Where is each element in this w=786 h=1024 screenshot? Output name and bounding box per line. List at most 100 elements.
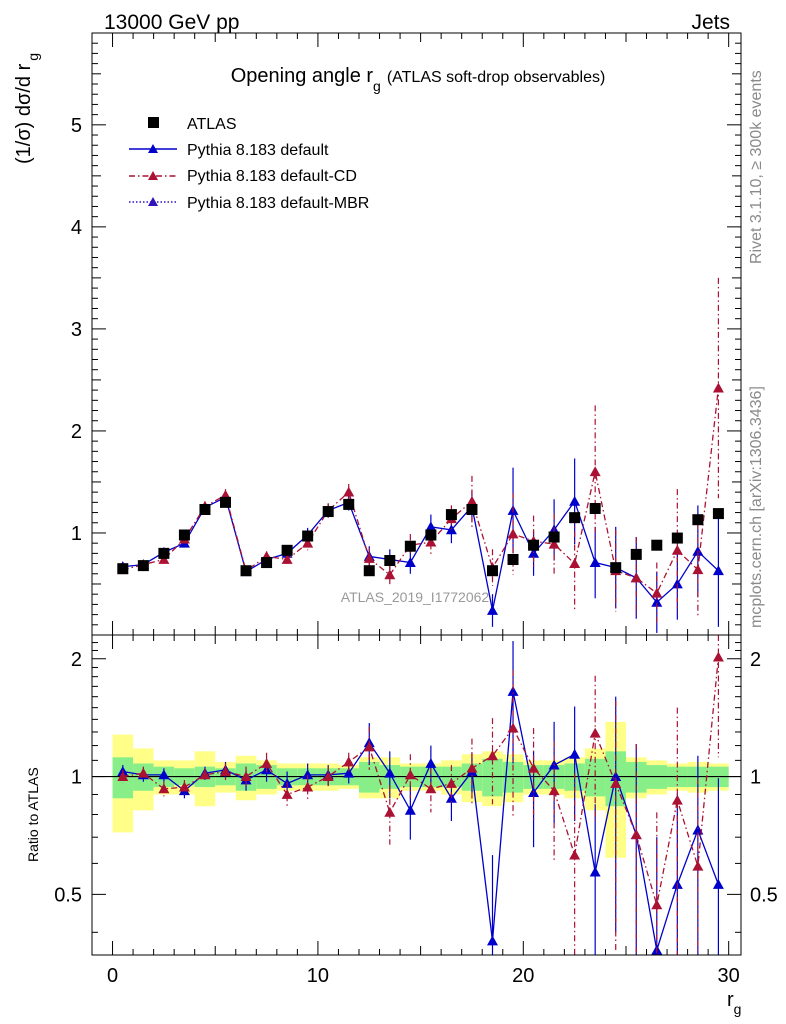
ratio-point-default: [712, 878, 724, 889]
ratio-point-default: [589, 866, 601, 877]
legend-label-default: Pythia 8.183 default: [187, 142, 329, 159]
point-cd: [466, 495, 478, 506]
ratio-point-cd: [712, 651, 724, 662]
point-atlas: [363, 565, 375, 577]
ratio-point-cd: [589, 727, 601, 738]
legend-marker-atlas: [148, 117, 159, 128]
ratio-point-default: [343, 767, 355, 778]
ratio-marks: [117, 635, 724, 955]
point-atlas: [322, 506, 334, 518]
main-marks: [117, 277, 724, 633]
ratio-point-cd: [548, 785, 560, 796]
ratio-point-cd: [281, 788, 293, 799]
ratio-y-tick-label-right: 0.5: [750, 884, 778, 906]
ratio-point-cd: [466, 762, 478, 773]
x-tick-label: 0: [107, 965, 118, 987]
point-cd: [651, 587, 663, 598]
chart-title-main: Opening angle r: [231, 65, 374, 87]
point-atlas: [384, 555, 396, 567]
header-right: Jets: [691, 11, 730, 34]
ratio-point-cd: [610, 778, 622, 788]
series-line-cd: [122, 388, 720, 595]
ratio-point-cd: [158, 783, 170, 794]
legend-marker-mbr: [148, 197, 158, 206]
point-atlas: [281, 544, 293, 556]
point-cd: [548, 538, 560, 549]
point-atlas: [137, 560, 149, 572]
chart-title-note: (ATLAS soft-drop observables): [387, 69, 605, 86]
point-cd: [384, 569, 396, 580]
ratio-point-default: [384, 767, 396, 778]
point-default: [425, 521, 437, 532]
ratio-point-cd: [486, 750, 498, 761]
analysis-watermark: ATLAS_2019_I1772062: [341, 589, 490, 605]
chart-title-sub: g: [373, 78, 381, 94]
main-panel: ATLAS_2019_I1772062 1 2 3 4 5: [71, 32, 742, 636]
ratio-point-default: [302, 769, 314, 780]
point-default: [651, 596, 663, 607]
ratio-point-cd: [219, 766, 231, 776]
point-atlas: [302, 530, 314, 542]
legend-marker-cd: [148, 171, 158, 180]
point-atlas: [178, 529, 190, 541]
point-atlas: [466, 503, 478, 515]
rivet-version-label: Rivet 3.1.10, ≥ 300k events: [748, 70, 765, 264]
point-cd: [302, 537, 314, 548]
ratio-point-cd: [384, 806, 396, 817]
ratio-point-cd: [404, 769, 416, 780]
point-atlas: [610, 562, 622, 574]
ratio-point-cd: [261, 757, 273, 768]
point-atlas: [692, 514, 704, 526]
ratio-point-default: [158, 769, 170, 780]
point-atlas: [219, 496, 231, 508]
point-cd: [343, 486, 355, 497]
point-atlas: [712, 508, 724, 520]
point-default: [692, 545, 704, 556]
point-cd: [692, 564, 704, 575]
point-atlas: [425, 529, 437, 541]
y-tick-label: 2: [71, 421, 82, 443]
x-axis-label-main: r: [727, 989, 734, 1011]
x-axis-label-sub: g: [734, 1001, 742, 1017]
point-atlas: [528, 539, 540, 551]
ratio-y-tick-label-right: 1: [750, 767, 761, 789]
point-cd: [281, 553, 293, 564]
point-default: [486, 605, 498, 615]
point-cd: [589, 466, 601, 477]
point-default: [712, 565, 724, 576]
point-atlas: [343, 498, 355, 510]
ratio-point-cd: [363, 741, 375, 752]
ratio-line-default: [122, 691, 720, 951]
point-cd: [425, 536, 437, 547]
ratio-point-cd: [425, 783, 437, 794]
point-default: [569, 495, 581, 506]
ratio-panel: 0 10 20 30 0.5 1 2 0.5 1 2: [54, 634, 778, 987]
point-cd: [630, 572, 642, 583]
point-atlas: [486, 565, 498, 577]
legend: ATLAS Pythia 8.183 default Pythia 8.183 …: [129, 116, 369, 212]
ratio-band-inner: [358, 761, 380, 793]
point-atlas: [589, 502, 601, 514]
ratio-point-default: [425, 757, 437, 768]
y-axis-label-sub: g: [25, 53, 41, 61]
point-atlas: [117, 563, 129, 575]
ratio-y-tick-label: 0.5: [54, 884, 82, 906]
point-atlas: [404, 540, 416, 552]
point-atlas: [261, 557, 273, 569]
point-atlas: [651, 539, 663, 551]
point-default: [404, 557, 416, 567]
legend-marker-default: [148, 144, 158, 153]
ratio-axis-label: Ratio to ATLAS: [25, 767, 41, 862]
point-cd: [671, 544, 683, 555]
ratio-point-cd: [528, 762, 540, 773]
y-tick-label: 3: [71, 319, 82, 341]
ratio-point-default: [486, 935, 498, 946]
mcplots-label: mcplots.cern.ch [arXiv:1306.3436]: [748, 386, 765, 628]
point-default: [589, 557, 601, 567]
ratio-point-cd: [199, 769, 211, 780]
y-tick-label: 5: [71, 115, 82, 137]
point-cd: [363, 552, 375, 563]
legend-label-atlas: ATLAS: [187, 116, 237, 133]
ratio-point-cd: [117, 771, 129, 781]
